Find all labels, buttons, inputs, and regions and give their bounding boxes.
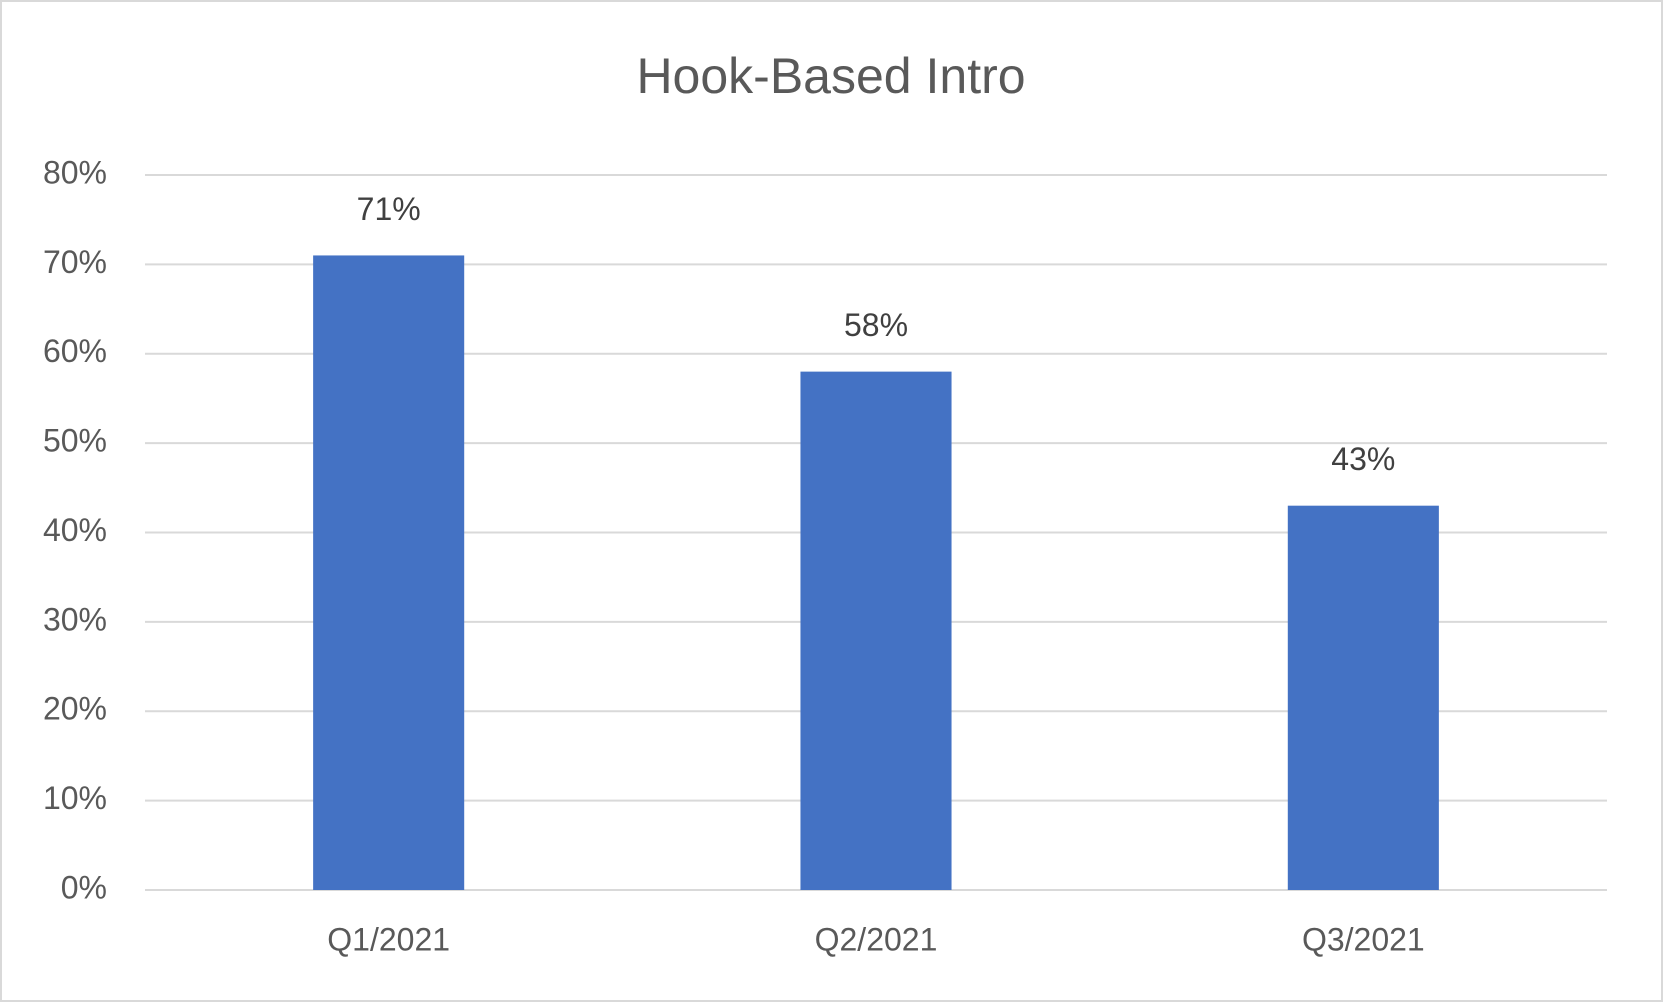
x-tick-label: Q3/2021 — [1302, 921, 1425, 957]
bar — [800, 371, 952, 890]
value-label: 43% — [1331, 441, 1395, 477]
y-tick-label: 30% — [43, 601, 107, 637]
y-tick-label: 70% — [43, 244, 107, 280]
y-tick-label: 20% — [43, 691, 107, 727]
x-tick-label: Q2/2021 — [815, 921, 938, 957]
y-tick-label: 40% — [43, 512, 107, 548]
bar — [313, 255, 465, 890]
chart-title: Hook-Based Intro — [636, 48, 1025, 104]
y-tick-label: 50% — [43, 423, 107, 459]
value-label: 58% — [844, 307, 908, 343]
y-tick-label: 0% — [61, 869, 107, 905]
value-label: 71% — [357, 191, 421, 227]
y-tick-label: 80% — [43, 154, 107, 190]
bar — [1287, 505, 1439, 890]
x-tick-label: Q1/2021 — [327, 921, 450, 957]
y-tick-label: 10% — [43, 780, 107, 816]
y-tick-label: 60% — [43, 333, 107, 369]
